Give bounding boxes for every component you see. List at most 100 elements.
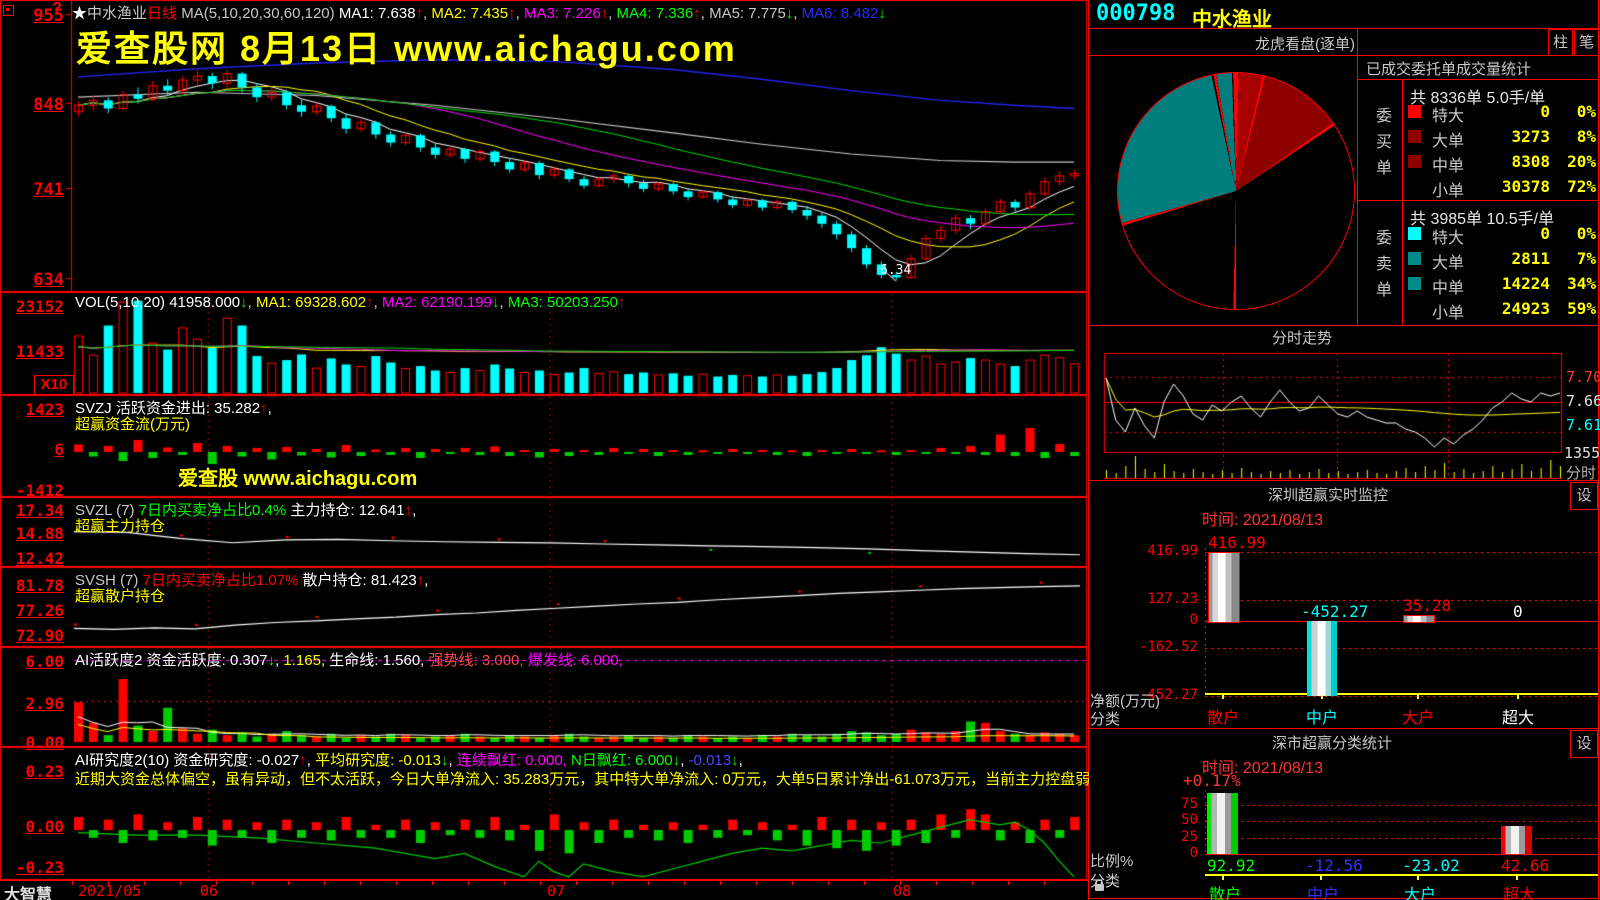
order-size-swatch [1408, 277, 1421, 290]
down-arrow-icon: ↓ [240, 294, 248, 311]
svsh-axis-mid: 77.26 [15, 601, 64, 620]
stats-settings-button[interactable]: 设 [1570, 730, 1598, 758]
down-arrow-icon: ↓ [672, 752, 681, 769]
stats-yaxis [1205, 790, 1206, 854]
monitor-ytick: 0 [1189, 612, 1198, 628]
order-row-value: 24923 [1501, 299, 1550, 318]
order-row-pct: 0% [1576, 102, 1596, 121]
timeline-tick [216, 881, 217, 885]
intraday-chart-canvas[interactable] [1096, 350, 1566, 482]
timeline-tick [972, 881, 973, 885]
monitor-settings-button[interactable]: 设 [1570, 482, 1598, 510]
buy-summary: 共 8336单 5.0手/单 [1410, 90, 1546, 107]
svzl-axis-mid: 14.88 [15, 524, 64, 543]
stats-bar [1501, 826, 1532, 854]
title-segment: SVSH (7) [75, 572, 143, 589]
stats-unit-label: 比例% [1090, 853, 1134, 870]
vol-axis-23152: 23152 [15, 297, 64, 316]
svzl-panel-title: SVZL (7) 7日内买卖净占比0.4% 主力持仓: 12.641↑, [75, 499, 416, 520]
title-segment: SVZJ 活跃资金进出: 35.282 [75, 400, 261, 417]
svsh-panel-title: SVSH (7) 7日内买卖净占比1.07% 散户持仓: 81.423↑, [75, 569, 428, 590]
ai1-axis-top: 6.00 [25, 652, 64, 671]
ai-research-summary: 近期大资金总体偏空，虽有异动，但不太活跃，今日大单净流入: 35.283万元，其… [75, 771, 1091, 788]
timeline-tick [180, 881, 181, 885]
section-divider-3 [1088, 728, 1599, 729]
timeline-tick [792, 881, 793, 885]
sell-group-label: 委卖单 [1376, 230, 1393, 299]
vol-panel-title: VOL(5,10,20) 41958.000↓, MA1: 69328.602↑… [75, 294, 625, 311]
table-section-divider [1357, 200, 1599, 201]
timeline-tick [504, 881, 505, 885]
timeline-tick [108, 881, 109, 885]
stats-xtick [1516, 876, 1518, 880]
title-segment: MA3: 50203.250 [507, 294, 618, 311]
svzj-axis-bot: -1412 [15, 481, 64, 500]
order-row-pct: 8% [1576, 127, 1596, 146]
title-segment: -0.013 [688, 752, 732, 769]
monitor-ytick: 127.23 [1147, 591, 1198, 607]
monitor-ytick: -452.27 [1138, 687, 1198, 703]
tab-tick-mode[interactable]: 笔 [1574, 29, 1599, 56]
table-left-border [1357, 28, 1358, 325]
stats-ytick: 50 [1181, 812, 1198, 828]
title-segment: , [499, 294, 508, 311]
title-segment: N日飘红: 6.000 [566, 752, 673, 769]
up-arrow-icon: ↑ [617, 294, 626, 311]
monitor-xtick [1222, 695, 1224, 699]
timeline-tick [468, 881, 469, 885]
title-segment: , [608, 5, 617, 22]
title-segment: 平均研究度: -0.013 [315, 752, 441, 769]
monitor-ytick: 416.99 [1147, 543, 1198, 559]
monitor-category: 散户 [1207, 710, 1240, 727]
timeline-tick [648, 881, 649, 885]
svzj-subtitle: 超赢资金流(万元) [75, 416, 190, 433]
title-segment: , [306, 752, 316, 769]
app-corner-icon[interactable] [3, 5, 14, 16]
title-segment: MA5: 7.775 [709, 5, 786, 22]
low-annotation: 6.34 [880, 263, 912, 278]
buy-group-label: 委买单 [1376, 108, 1393, 177]
left-charts-canvas[interactable] [0, 0, 1088, 880]
ai1-axis-bot: 0.00 [25, 733, 64, 752]
table-inner-border [1402, 79, 1403, 325]
monitor-bar-value: 416.99 [1208, 533, 1266, 552]
svzl-axis-bot: 12.42 [15, 549, 64, 568]
intraday-volume-label: 1355 [1564, 444, 1600, 462]
tab-bar-mode[interactable]: 柱 [1548, 29, 1573, 56]
timeline-tick [900, 881, 901, 885]
title-segment: 连续飘红: 0.000, [456, 752, 567, 769]
monitor-unit-label: 净额(万元) [1090, 693, 1160, 710]
order-row-pct: 7% [1576, 249, 1596, 268]
help-icon[interactable]: ? [52, 0, 62, 17]
title-segment: , [424, 572, 429, 589]
title-segment: ★ [72, 5, 88, 22]
svzj-axis-top: 1423 [25, 400, 64, 419]
monitor-category: 大户 [1402, 710, 1435, 727]
stats-xtick [1222, 876, 1224, 880]
table-header-underline [1357, 79, 1599, 80]
monitor-class-label: 分类 [1090, 711, 1121, 728]
order-row: 特大 0 0% [1404, 223, 1598, 248]
monitor-category: 中户 [1306, 710, 1339, 727]
stats-bar-value: 42.66 [1501, 856, 1550, 875]
monitor-ytick: -162.52 [1138, 639, 1198, 655]
order-row-value: 3273 [1511, 127, 1550, 146]
title-segment: MA4: 7.336 [616, 5, 694, 22]
up-arrow-icon: ↑ [260, 400, 268, 417]
title-segment: MA1: 7.638 [338, 5, 416, 22]
timeline-strip[interactable] [0, 880, 1088, 900]
ai-research-title: AI研究度2(10) 资金研究度: -0.027↑, 平均研究度: -0.013… [75, 749, 743, 770]
stats-category: 散户 [1209, 887, 1242, 900]
up-arrow-icon: ↑ [693, 5, 701, 22]
timeline-tick [288, 881, 289, 885]
up-arrow-icon: ↑ [366, 294, 374, 311]
monitor-bar-value: 0 [1513, 602, 1523, 621]
timeline-tick [1008, 881, 1009, 885]
monitor-gridline [1205, 600, 1598, 601]
order-row: 大单 3273 8% [1404, 126, 1598, 151]
stats-xaxis [1205, 874, 1598, 876]
order-row-label: 大单 [1432, 255, 1465, 272]
title-segment: , [738, 752, 743, 769]
timeline-tick [1044, 881, 1045, 885]
order-row: 大单 2811 7% [1404, 248, 1598, 273]
